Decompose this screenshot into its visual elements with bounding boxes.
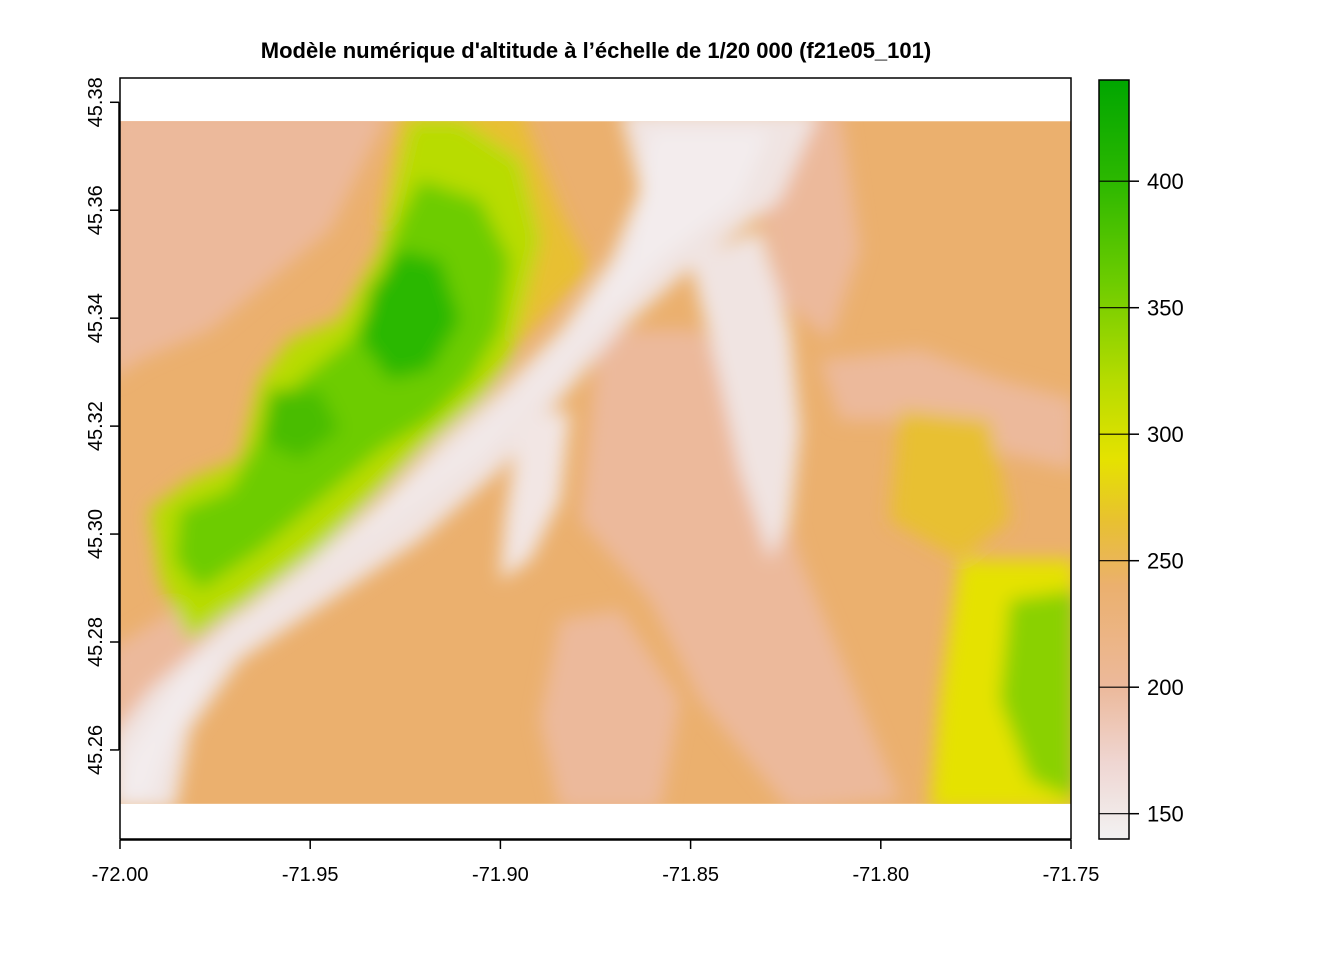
y-axis: 45.26 45.28 45.30 45.32 45.34 45.36 45.38 [85, 77, 120, 775]
valley-branch-south [500, 410, 570, 580]
x-tick-label: -72.00 [92, 864, 149, 886]
y-tick-label: 45.34 [85, 293, 107, 343]
x-tick-label: -71.90 [472, 864, 529, 886]
y-tick-label: 45.32 [85, 401, 107, 451]
y-tick-label: 45.28 [85, 617, 107, 667]
terrain-low-mid [580, 330, 900, 804]
x-axis: -72.00 -71.95 -71.90 -71.85 -71.80 -71.75 [92, 839, 1100, 886]
terrain-low-east [820, 350, 1071, 470]
legend-color-bar [1098, 79, 1130, 840]
upland-yellow-east [890, 410, 1010, 560]
legend-tick-label: 250 [1147, 549, 1184, 574]
elevation-raster [120, 121, 1071, 804]
river-valley [120, 121, 816, 804]
highland-peak-south [260, 390, 340, 460]
valley-floor [120, 130, 770, 800]
highland-southeast [1000, 590, 1071, 799]
legend-tick-label: 400 [1147, 169, 1184, 194]
x-tick-label: -71.85 [662, 864, 719, 886]
y-tick-label: 45.36 [85, 185, 107, 235]
y-tick-label: 45.26 [85, 725, 107, 775]
x-tick-label: -71.95 [282, 864, 339, 886]
plot-frame [119, 77, 1072, 840]
terrain-shapes [120, 121, 1071, 804]
y-tick-label: 45.30 [85, 509, 107, 559]
plot-title: Modèle numérique d'altitude à l’échelle … [260, 38, 932, 63]
x-tick-label: -71.75 [1043, 864, 1100, 886]
x-tick-label: -71.80 [852, 864, 909, 886]
legend-tick-label: 300 [1147, 422, 1184, 447]
color-legend: 150 200 250 300 350 400 [1098, 79, 1184, 840]
valley-branch-east [690, 230, 800, 560]
terrain-low-south [540, 610, 680, 804]
legend-tick-label: 350 [1147, 296, 1184, 321]
terrain-low-northwest [120, 121, 385, 374]
legend-tick-label: 200 [1147, 675, 1184, 700]
y-tick-label: 45.38 [85, 77, 107, 127]
legend-tick-label: 150 [1147, 802, 1184, 827]
highland-peak [360, 250, 460, 380]
